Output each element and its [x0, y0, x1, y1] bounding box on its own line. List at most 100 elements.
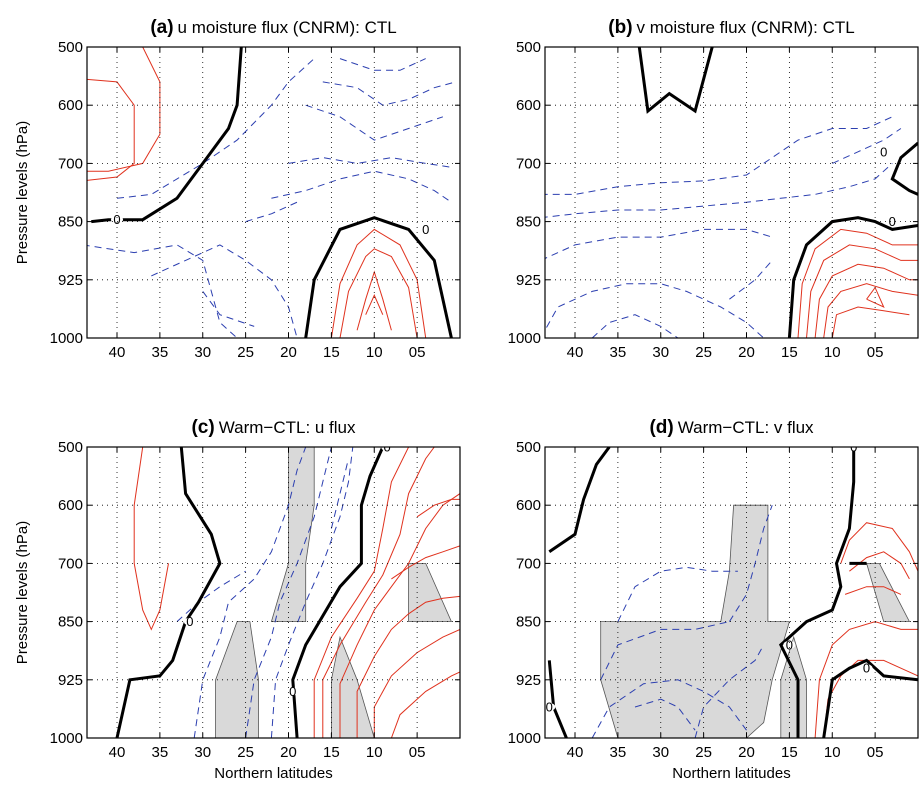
y-tick-label: 500 [516, 439, 541, 456]
negative-contour [591, 314, 679, 338]
negative-contour [600, 621, 730, 681]
panel-title: (b) v moisture flux (CNRM): CTL [608, 17, 854, 38]
zero-contour [637, 47, 714, 114]
x-tick-label: 10 [824, 744, 841, 761]
x-tick-label: 20 [738, 344, 755, 361]
positive-contour [365, 294, 384, 315]
negative-contour [322, 81, 456, 106]
zero-contour-label: 0 [546, 699, 553, 714]
zero-contour-label: 0 [289, 684, 296, 699]
y-tick-label: 700 [516, 555, 541, 572]
x-tick-label: 40 [109, 744, 126, 761]
y-tick-label: 850 [58, 614, 83, 631]
y-tick-label: 500 [58, 39, 83, 56]
y-tick-label: 925 [516, 272, 541, 289]
y-tick-label: 600 [516, 97, 541, 114]
x-tick-label: 10 [366, 344, 383, 361]
zero-contour-label: 0 [383, 440, 390, 455]
y-axis-label: Pressure levels (hPa) [14, 121, 31, 264]
x-tick-label: 10 [366, 744, 383, 761]
positive-contour [339, 493, 460, 738]
y-tick-label: 700 [58, 155, 83, 172]
positive-contour [844, 586, 902, 595]
y-tick-label: 1000 [50, 330, 83, 347]
panel-d: 0 0 0 0 40 35 30 25 20 15 10 05 500 600 700 850 925 1000 (… [508, 417, 919, 782]
zero-label-bg [877, 147, 890, 156]
x-tick-label: 35 [152, 344, 169, 361]
x-tick-label: 40 [567, 744, 584, 761]
x-tick-label: 30 [652, 344, 669, 361]
positive-contour [322, 447, 435, 738]
negative-contour [202, 291, 255, 327]
negative-contour [339, 58, 426, 71]
zero-label-bg [860, 664, 873, 673]
positive-contour [313, 447, 410, 738]
negative-contour [545, 116, 893, 195]
positive-contour [87, 78, 135, 181]
negative-contour [634, 698, 696, 731]
zero-contour [291, 447, 385, 738]
zero-contour [304, 216, 453, 338]
x-tick-label: 35 [152, 744, 169, 761]
plot-frame [544, 446, 919, 739]
plot-area-d: 0 0 0 0 [545, 447, 918, 738]
positive-contour [840, 522, 918, 572]
zero-contour [91, 47, 243, 224]
negative-contour [270, 447, 354, 738]
y-tick-label: 500 [58, 439, 83, 456]
negative-contour [545, 283, 765, 338]
panel-title-text: v moisture flux (CNRM): CTL [637, 18, 855, 37]
zero-contour-label: 0 [786, 637, 793, 652]
positive-contour [390, 671, 460, 738]
negative-contour [545, 228, 773, 260]
y-tick-label: 700 [58, 555, 83, 572]
positive-contour [356, 270, 392, 331]
plot-area-c: 0 0 0 [115, 440, 460, 738]
zero-contour [822, 658, 918, 738]
negative-contour [617, 566, 738, 622]
y-tick-label: 500 [516, 39, 541, 56]
y-tick-label: 600 [516, 497, 541, 514]
significance-region [330, 635, 375, 738]
x-tick-label: 30 [194, 344, 211, 361]
plot-frame [544, 46, 919, 339]
y-tick-label: 1000 [50, 730, 83, 747]
negative-contour [288, 157, 452, 168]
panel-letter: (b) [608, 17, 632, 38]
y-tick-label: 600 [58, 97, 83, 114]
zero-label-bg [545, 702, 556, 711]
positive-contour [330, 228, 427, 338]
x-tick-label: 05 [409, 344, 426, 361]
negative-contour [176, 570, 246, 622]
zero-label-bg [419, 225, 432, 234]
positive-contour [133, 447, 169, 631]
positive-contour [814, 621, 918, 738]
zero-contour-label: 0 [889, 214, 896, 229]
y-tick-label: 850 [58, 214, 83, 231]
x-tick-label: 05 [867, 744, 884, 761]
x-tick-label: 15 [781, 744, 798, 761]
negative-contour [591, 679, 747, 738]
significance-region [866, 563, 911, 622]
panel-title: (d) Warm−CTL: v flux [649, 417, 814, 438]
zero-contour [548, 447, 611, 554]
positive-contour [339, 248, 418, 338]
y-axis-label: Pressure levels (hPa) [14, 521, 31, 664]
y-tick-label: 925 [516, 672, 541, 689]
x-tick-label: 20 [280, 744, 297, 761]
y-tick-label: 925 [58, 672, 83, 689]
x-tick-label: 25 [695, 344, 712, 361]
plot-area-b: 00 [545, 47, 918, 338]
positive-contour [823, 659, 918, 738]
positive-contour [416, 498, 460, 518]
positive-contour [797, 228, 918, 338]
positive-contour [823, 283, 918, 338]
negative-contour [832, 128, 902, 164]
y-tick-label: 925 [58, 272, 83, 289]
negative-contour [116, 58, 315, 199]
x-axis-label: Northern latitudes [214, 765, 332, 782]
y-tick-label: 600 [58, 497, 83, 514]
x-tick-label: 10 [824, 344, 841, 361]
